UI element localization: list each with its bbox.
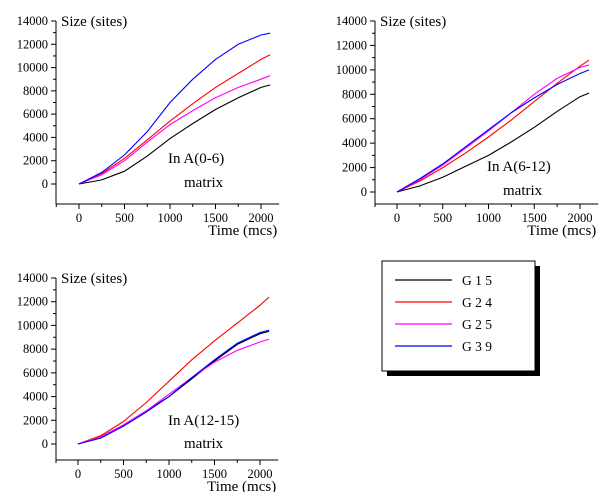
y-tick-label: 4000: [342, 136, 367, 150]
y-tick-label: 10000: [17, 318, 48, 332]
legend-label: G 3 9: [462, 339, 492, 354]
legend-label: G 1 5: [462, 273, 492, 288]
panel-annotation: In A(6-12): [487, 159, 551, 175]
x-tick-label: 0: [394, 211, 400, 225]
x-tick-label: 1000: [476, 211, 501, 225]
y-tick-label: 6000: [23, 366, 48, 380]
y-tick-label: 0: [42, 437, 48, 451]
panel-annotation-sub: matrix: [184, 175, 224, 191]
chart-panel-1: 0 2000 4000 6000 8000 10000 12000 14000 0 500 1000…: [17, 14, 280, 239]
panel-annotation-sub: matrix: [184, 436, 224, 452]
y-tick-label: 0: [361, 185, 367, 199]
panel-annotation-sub: matrix: [503, 183, 543, 199]
x-tick-label: 1000: [158, 211, 183, 225]
y-tick-label: 12000: [336, 38, 367, 52]
y-tick-label: 2000: [23, 413, 48, 427]
series-line-g39: [78, 32, 271, 185]
series-line-g15: [78, 84, 271, 185]
y-tick-label: 14000: [17, 14, 48, 28]
series-line-g25: [77, 338, 270, 445]
y-tick-label: 8000: [23, 342, 48, 356]
x-tick-label: 0: [76, 211, 82, 225]
y-axis-title: Size (sites): [61, 14, 127, 30]
y-tick-label: 6000: [342, 112, 367, 126]
y-tick-label: 14000: [336, 14, 367, 28]
series-line-g39: [77, 329, 270, 445]
y-tick-label: 10000: [336, 63, 367, 77]
y-tick-label: 2000: [342, 161, 367, 175]
x-tick-label: 500: [115, 211, 134, 225]
y-tick-label: 0: [42, 177, 48, 191]
y-tick-label: 8000: [23, 84, 48, 98]
y-tick-label: 4000: [23, 130, 48, 144]
x-tick-label: 2000: [248, 467, 273, 481]
x-tick-label: 1500: [522, 211, 547, 225]
x-tick-label: 2000: [568, 211, 593, 225]
x-tick-label: 1500: [203, 211, 228, 225]
y-tick-label: 2000: [23, 154, 48, 168]
legend: G 1 5 G 2 4 G 2 5 G 3 9: [381, 260, 540, 376]
legend-box: [381, 260, 536, 372]
series-line-g24: [396, 59, 590, 193]
y-axis-title: Size (sites): [380, 14, 446, 30]
series-line-g39: [396, 69, 590, 193]
series-line-g24: [77, 296, 270, 445]
legend-label: G 2 4: [462, 295, 492, 310]
chart-panel-2: 0 2000 4000 6000 8000 10000 12000 14000 0 500 1000…: [336, 14, 599, 239]
x-tick-label: 1000: [157, 467, 182, 481]
series-line-g24: [78, 54, 271, 185]
x-tick-label: 0: [75, 467, 81, 481]
y-tick-label: 10000: [17, 61, 48, 75]
panel-annotation: In A(12-15): [168, 413, 239, 429]
x-tick-label: 1500: [202, 467, 227, 481]
chart-panel-3: 0 2000 4000 6000 8000 10000 12000 14000 0 500 1000…: [17, 271, 279, 492]
y-tick-label: 12000: [17, 37, 48, 51]
legend-label: G 2 5: [462, 317, 492, 332]
y-tick-label: 6000: [23, 107, 48, 121]
y-axis-title: Size (sites): [61, 271, 127, 287]
y-tick-label: 14000: [17, 271, 48, 285]
y-tick-label: 8000: [342, 87, 367, 101]
x-axis-title: Time (mcs): [207, 479, 276, 492]
y-tick-label: 4000: [23, 390, 48, 404]
x-tick-label: 500: [433, 211, 452, 225]
y-tick-label: 12000: [17, 295, 48, 309]
series-line-g25: [78, 75, 271, 185]
panel-annotation: In A(0-6): [168, 151, 224, 167]
x-tick-label: 500: [114, 467, 133, 481]
series-line-g15: [396, 92, 590, 193]
x-axis-title: Time (mcs): [208, 223, 277, 239]
x-tick-label: 2000: [249, 211, 274, 225]
x-axis-title: Time (mcs): [527, 223, 596, 239]
